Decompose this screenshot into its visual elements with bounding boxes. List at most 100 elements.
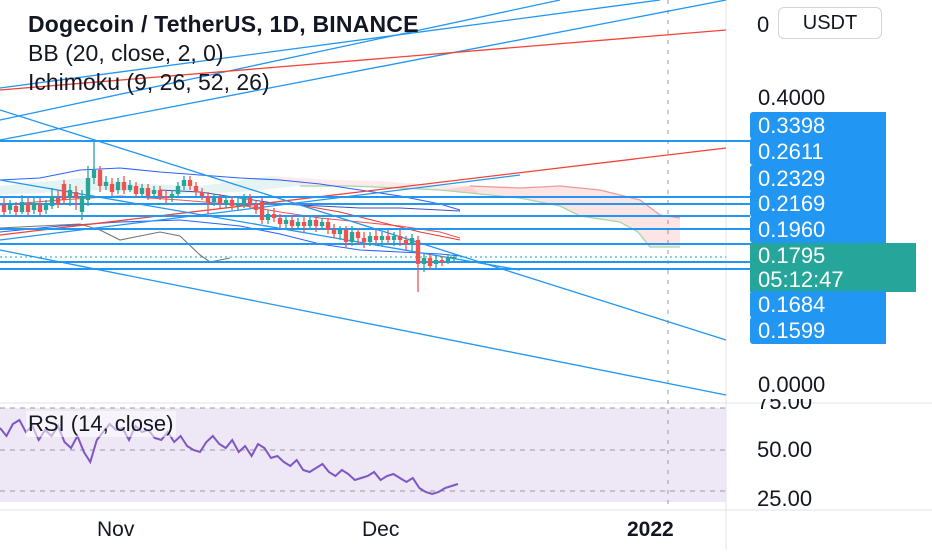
ichimoku-conversion-line	[299, 204, 461, 241]
candle-body	[163, 196, 169, 198]
candle-body	[199, 192, 205, 196]
candle-body	[289, 220, 295, 226]
candle-body	[61, 184, 67, 200]
trend-line	[0, 0, 661, 89]
candle-body	[187, 180, 193, 186]
candle-body	[157, 190, 163, 196]
candle-body	[169, 194, 175, 198]
rsi-axis-label: 25.00	[757, 486, 813, 511]
level-price-tag[interactable]: 0.2169	[750, 190, 886, 217]
candle-body	[103, 182, 109, 186]
candle-body	[73, 192, 79, 198]
candle-body	[127, 185, 133, 190]
level-price-tag[interactable]: 0.3398	[750, 112, 886, 139]
ichimoku-base-line	[159, 189, 461, 212]
price-axis-top-label: 0	[757, 12, 770, 37]
trend-line	[0, 0, 727, 141]
candle-body	[91, 170, 97, 178]
ichimoku-cloud-bullish	[0, 176, 300, 195]
trend-line	[0, 29, 727, 91]
candle-body	[421, 258, 427, 264]
candle-body	[229, 200, 235, 206]
candle-body	[223, 200, 229, 204]
trend-line	[0, 147, 727, 236]
candle-body	[259, 202, 265, 220]
candle-body	[409, 238, 415, 244]
candle-body	[415, 240, 421, 264]
current-price-value: 0.1795	[758, 243, 826, 268]
candle-body	[307, 220, 313, 226]
candle-body	[37, 205, 43, 212]
candle-body	[67, 190, 73, 198]
level-price-tag[interactable]: 0.2611	[750, 138, 886, 165]
rsi-axis-label: 50.00	[757, 437, 813, 462]
candle-body	[355, 232, 361, 238]
level-price-tag[interactable]: 0.1960	[750, 216, 886, 243]
candle-body	[109, 184, 115, 192]
level-price-tag[interactable]: 0.2329	[750, 165, 886, 192]
candle-body	[397, 236, 403, 240]
ichimoku-indicator-label[interactable]: Ichimoku (9, 26, 52, 26)	[28, 69, 270, 95]
candle-body	[139, 188, 145, 194]
candle-body	[319, 222, 325, 226]
rsi-axis-label: 75.00	[757, 389, 813, 414]
candle-body	[19, 202, 25, 212]
candle-body	[25, 204, 31, 212]
candle-body	[13, 206, 19, 212]
candle-body	[205, 196, 211, 202]
symbol-title[interactable]: Dogecoin / TetherUS, 1D, BINANCE	[28, 11, 419, 37]
time-axis-label: Nov	[97, 518, 135, 541]
candle-body	[1, 205, 7, 212]
candle-body	[79, 196, 85, 212]
candle-body	[145, 188, 151, 196]
time-axis-label: Dec	[362, 518, 400, 541]
candle-body	[325, 222, 331, 230]
candle-body	[403, 240, 409, 244]
candle-body	[391, 236, 397, 240]
price-axis-label: 0.4000	[758, 85, 826, 110]
level-price-tag[interactable]: 0.1599	[750, 317, 886, 344]
candle-body	[337, 230, 343, 234]
trend-line	[0, 0, 561, 121]
candle-body	[271, 214, 277, 218]
rsi-indicator-label[interactable]: RSI (14, close)	[26, 411, 176, 437]
trend-line	[0, 249, 727, 396]
candle-body	[115, 182, 121, 190]
candle-body	[217, 198, 223, 204]
candle-body	[247, 198, 253, 204]
candle-body	[31, 203, 37, 210]
candle-body	[55, 198, 61, 204]
trend-line	[0, 109, 727, 341]
candle-body	[385, 236, 391, 240]
price-axis-label: 0.0000	[758, 372, 826, 397]
currency-unit-button[interactable]: USDT	[778, 7, 882, 39]
ichimoku-cloud-bearish	[440, 186, 680, 247]
candle-body	[49, 196, 55, 206]
candle-body	[193, 186, 199, 192]
candle-body	[343, 230, 349, 242]
candle-body	[181, 180, 187, 186]
candle-body	[283, 220, 289, 224]
candle-body	[373, 236, 379, 240]
candle-body	[85, 178, 91, 200]
candle-body	[43, 205, 49, 210]
candle-body	[7, 204, 13, 210]
candle-body	[121, 182, 127, 190]
chart-legend: Dogecoin / TetherUS, 1D, BINANCE BB (20,…	[28, 10, 419, 97]
candle-body	[331, 230, 337, 234]
candle-body	[361, 238, 367, 242]
candle-body	[97, 170, 103, 186]
candle-body	[211, 198, 217, 202]
bar-countdown: 05:12:47	[758, 267, 844, 292]
candle-body	[253, 204, 259, 210]
candle-body	[439, 260, 445, 262]
candle-body	[451, 257, 457, 259]
current-price-tag[interactable]: 0.1795 05:12:47	[750, 243, 916, 292]
level-price-tag[interactable]: 0.1684	[750, 291, 886, 318]
candle-body	[241, 198, 247, 204]
bb-indicator-label[interactable]: BB (20, close, 2, 0)	[28, 40, 224, 66]
candle-body	[235, 204, 241, 206]
ichimoku-cloud-bearish	[270, 176, 480, 194]
